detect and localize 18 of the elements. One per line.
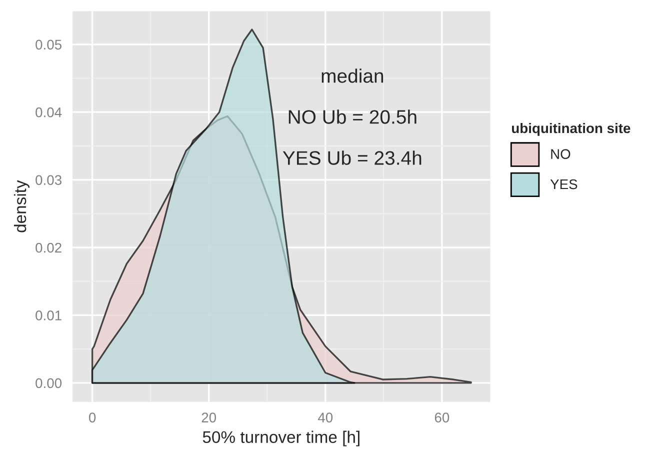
- y-tick-label: 0.03: [36, 175, 62, 185]
- annotation: NO Ub = 20.5h: [288, 110, 416, 124]
- x-tick-label: 20: [202, 412, 216, 422]
- legend-title: ubiquitination site: [512, 122, 630, 136]
- legend-label: NO: [551, 149, 570, 159]
- y-tick-label: 0.01: [36, 310, 62, 320]
- annotation: YES Ub = 23.4h: [282, 150, 422, 165]
- y-tick-label: 0.02: [36, 242, 62, 253]
- y-axis-title: density: [14, 180, 30, 232]
- y-tick-label: 0.05: [36, 40, 62, 50]
- y-tick-label: 0.04: [36, 107, 62, 118]
- x-axis-title: 50% turnover time [h]: [202, 430, 360, 446]
- y-tick-label: 0.00: [36, 378, 62, 388]
- x-tick-label: 0: [88, 412, 96, 422]
- legend-label: YES: [550, 179, 578, 190]
- annotation: median: [322, 68, 384, 83]
- x-tick-label: 60: [434, 412, 450, 422]
- x-tick-label: 40: [318, 412, 333, 422]
